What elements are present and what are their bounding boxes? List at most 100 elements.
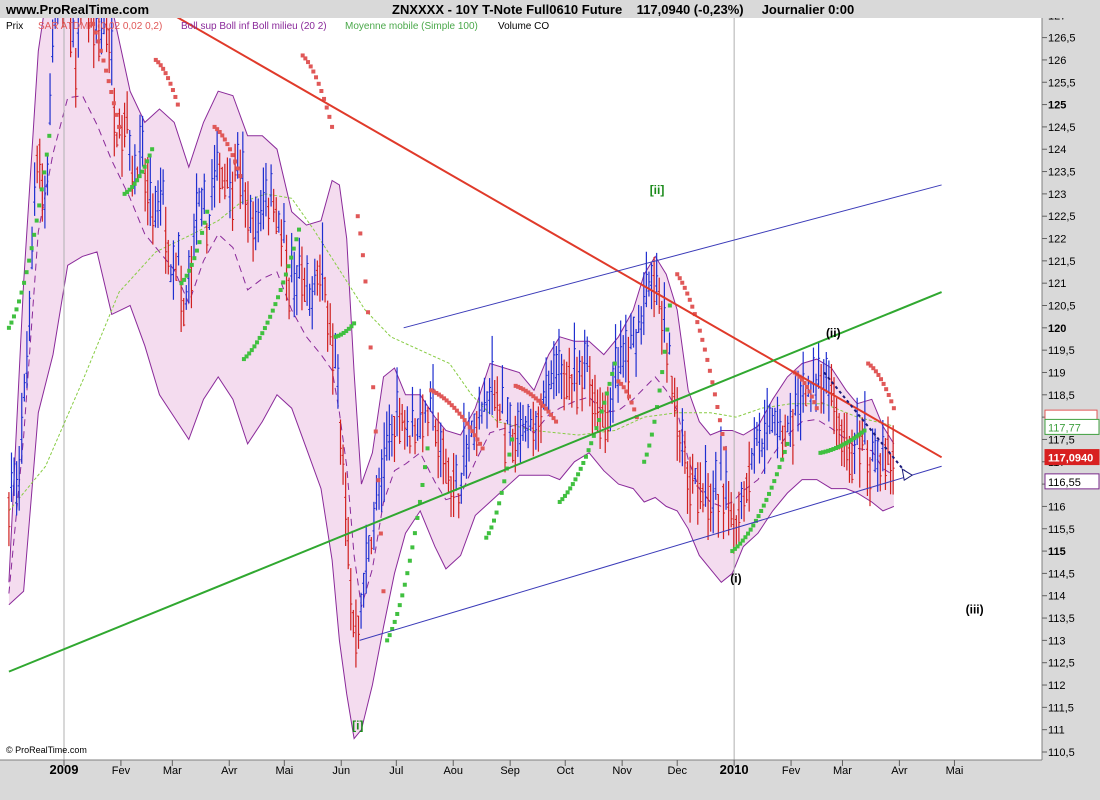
legend-volume[interactable]: Volume CO <box>498 21 549 32</box>
x-tick-label: Mai <box>275 765 293 777</box>
candle <box>192 213 196 259</box>
sar-dot-down <box>173 94 178 99</box>
sar-dot-down <box>316 81 321 86</box>
candle <box>757 412 761 464</box>
candle <box>683 430 687 474</box>
candle <box>829 364 833 406</box>
candle <box>773 407 777 436</box>
channel-lower-line[interactable] <box>359 465 942 641</box>
instrument-title: ZNXXXX - 10Y T-Note Full0610 Future 117,… <box>392 2 854 17</box>
projection-arrow-line[interactable] <box>823 371 908 474</box>
candle <box>349 568 353 631</box>
support-line[interactable] <box>8 291 942 673</box>
price-chart[interactable]: [ii] [i] (i) (ii) (iii) 110,5 111 111,5 112 112,… <box>0 18 1100 800</box>
candle <box>282 203 286 244</box>
y-tick-label: 124,5 <box>1048 122 1076 134</box>
candle <box>354 599 358 668</box>
sar-dot-down <box>212 124 217 129</box>
candle <box>837 413 841 450</box>
sar-dot-down <box>117 124 122 129</box>
candle <box>264 162 268 217</box>
price-label-box <box>1044 418 1100 435</box>
candle <box>506 397 510 425</box>
candle <box>141 115 145 167</box>
candle <box>74 47 78 108</box>
candle <box>446 457 450 494</box>
x-tick-label: Mar <box>833 765 852 777</box>
sar-dot-up <box>576 472 581 477</box>
candle <box>570 373 574 408</box>
sar-dot-down <box>311 69 316 74</box>
channel-upper-line[interactable] <box>403 184 942 329</box>
candle <box>742 481 746 522</box>
sar-dot-down <box>536 398 541 403</box>
legend-moving-average[interactable]: Moyenne mobile (Simple 100) <box>345 21 478 32</box>
sar-dot-up <box>857 432 862 437</box>
sar-dot-down <box>675 272 680 277</box>
sar-dot-down <box>685 291 690 296</box>
candle <box>421 394 425 453</box>
candle <box>369 537 373 555</box>
sar-dot-up <box>125 190 130 195</box>
last-price: 117,0940 (-0,23%) <box>636 2 744 17</box>
candle <box>261 167 265 230</box>
candle <box>485 391 489 429</box>
legend-sar[interactable]: SAR ATDMF (0,02 0,02 0,2) <box>38 21 162 32</box>
candle <box>405 406 409 447</box>
candle <box>847 435 851 483</box>
x-tick-label: Avr <box>891 765 908 777</box>
candle <box>891 425 895 495</box>
candle <box>567 347 571 400</box>
candle <box>439 422 443 478</box>
sar-dot-up <box>660 370 665 375</box>
price-label: 116,55 <box>1044 473 1100 490</box>
resistance-line[interactable] <box>42 18 943 459</box>
sar-dot-down <box>879 377 884 382</box>
legend-bollinger[interactable]: Boll sup Boll inf Boll milieu (20 2) <box>181 21 327 32</box>
sar-dot-up <box>740 538 745 543</box>
sar-dot-down <box>889 399 894 404</box>
candle <box>534 410 538 450</box>
candle <box>35 145 39 184</box>
sar-dot-up <box>9 320 14 325</box>
candle <box>549 360 553 390</box>
candle <box>27 290 31 342</box>
candle <box>130 155 134 197</box>
candle <box>660 300 664 355</box>
y-tick-label: 114,5 <box>1048 568 1075 580</box>
candle <box>207 214 211 230</box>
sar-dot-down <box>866 361 871 366</box>
sar-dot-up <box>652 419 657 424</box>
sar-dot-up <box>844 440 849 445</box>
y-tick-label: 117,5 <box>1048 434 1075 446</box>
sar-dot-up <box>602 400 607 405</box>
sar-dot-down <box>465 421 470 426</box>
candle <box>454 454 458 491</box>
candle <box>71 18 75 48</box>
candle <box>629 313 633 350</box>
x-tick-label: Mar <box>163 765 182 777</box>
x-tick-label: 2010 <box>720 762 749 777</box>
y-axis: 110,5 111 111,5 112 112,5 113 113,5 114 114,5 115… <box>1042 18 1076 759</box>
candle <box>305 255 309 306</box>
candle <box>76 18 79 58</box>
site-name[interactable]: www.ProRealTime.com <box>6 2 150 17</box>
candle <box>382 422 386 503</box>
candle <box>256 198 260 243</box>
candle <box>644 251 648 308</box>
candle <box>431 364 435 431</box>
candle <box>390 414 394 457</box>
candle <box>529 408 533 432</box>
sar-dot-up <box>286 264 291 269</box>
candle <box>840 419 844 467</box>
candle <box>161 169 165 205</box>
sar-dot-up <box>187 268 192 273</box>
sar-dot-up <box>182 277 187 282</box>
x-tick-label: Nov <box>612 765 632 777</box>
candle <box>778 408 782 441</box>
sar-dot-up <box>753 518 758 523</box>
candle <box>619 320 623 375</box>
y-tick-label: 115 <box>1048 546 1066 558</box>
sar-dot-down <box>371 385 376 390</box>
timeframe[interactable]: Journalier 0:00 <box>761 2 855 17</box>
